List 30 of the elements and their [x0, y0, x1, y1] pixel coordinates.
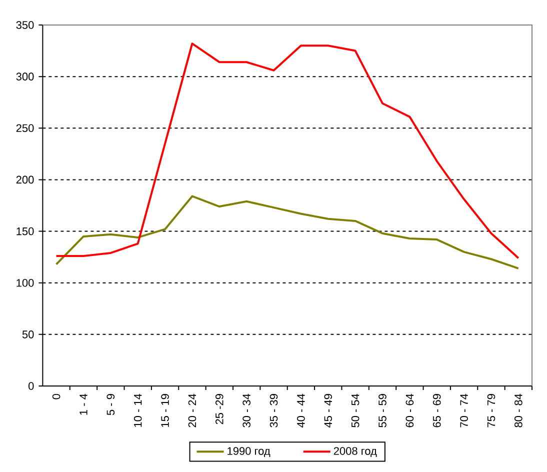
x-tick-label: 55 - 59: [378, 394, 386, 428]
x-tick-label: 0: [52, 394, 60, 400]
y-tick-label: 50: [22, 330, 34, 338]
x-tick-label: 20 - 24: [188, 394, 196, 428]
x-tick-label: 70 - 74: [460, 394, 468, 428]
x-tick-label: 15 - 19: [161, 394, 169, 427]
legend-label: 1990 год: [228, 447, 270, 457]
y-tick-label: 300: [16, 72, 34, 80]
x-tick-label: 40 - 44: [297, 394, 305, 428]
x-tick-label: 60 - 64: [406, 394, 414, 428]
x-tick-label: 75 - 79: [487, 394, 496, 428]
x-tick-label: 50 - 54: [351, 394, 360, 428]
legend-label: 2008 год: [334, 447, 377, 457]
y-tick-label: 250: [16, 124, 34, 132]
y-tick-label: 0: [28, 382, 34, 390]
x-tick-label: 25 -29: [215, 394, 224, 424]
line-series: [55, 195, 520, 270]
y-tick-label: 150: [16, 227, 34, 236]
x-tick-label: 30 - 34: [242, 394, 250, 428]
y-tick-label: 200: [16, 176, 34, 184]
x-tick-label: 45 - 49: [324, 394, 332, 428]
line-series: [55, 42, 520, 260]
x-tick-label: 35 - 39: [270, 394, 278, 428]
x-tick-label: 80 - 84: [514, 394, 522, 428]
x-tick-label: 1 - 4: [80, 394, 88, 415]
y-tick-label: 100: [16, 278, 34, 287]
x-tick-label: 5 - 9: [106, 394, 115, 416]
x-tick-label: 10 - 14: [134, 394, 142, 427]
x-tick-label: 65 - 69: [432, 394, 441, 428]
y-tick-label: 350: [16, 21, 34, 29]
